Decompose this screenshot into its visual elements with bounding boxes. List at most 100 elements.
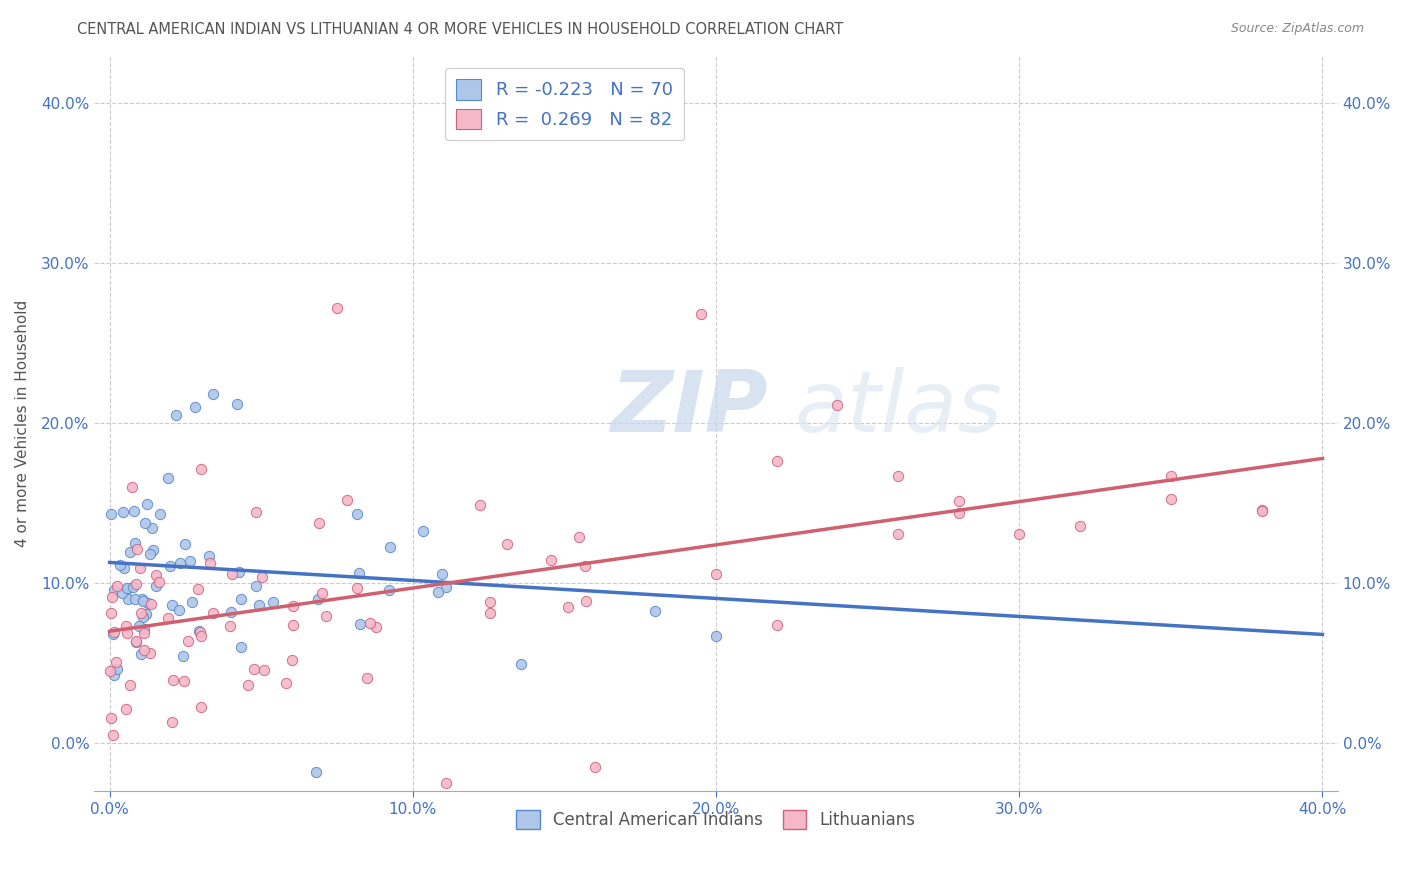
Point	[948, 506, 970, 520]
Point	[190, 629, 212, 643]
Point	[121, 480, 143, 494]
Point	[412, 524, 434, 539]
Point	[364, 620, 387, 634]
Point	[129, 647, 152, 661]
Point	[948, 494, 970, 508]
Point	[190, 699, 212, 714]
Point	[229, 640, 252, 654]
Point	[174, 537, 197, 551]
Point	[274, 675, 297, 690]
Point	[115, 582, 138, 596]
Point	[187, 624, 209, 638]
Point	[202, 606, 225, 620]
Point	[245, 579, 267, 593]
Point	[145, 567, 167, 582]
Point	[136, 596, 159, 610]
Point	[129, 607, 152, 621]
Point	[100, 711, 122, 725]
Point	[132, 642, 155, 657]
Point	[117, 591, 139, 606]
Point	[115, 702, 138, 716]
Point	[141, 521, 163, 535]
Point	[139, 547, 162, 561]
Point	[111, 505, 134, 519]
Point	[557, 599, 579, 614]
Point	[262, 595, 284, 609]
Point	[221, 566, 243, 581]
Point	[103, 627, 125, 641]
Point	[179, 554, 201, 568]
Point	[100, 508, 122, 522]
Point	[103, 624, 125, 639]
Point	[132, 623, 155, 637]
Point	[165, 408, 187, 422]
Point	[281, 618, 304, 632]
Point	[704, 629, 727, 643]
Point	[124, 536, 146, 550]
Point	[124, 591, 146, 606]
Point	[98, 664, 121, 678]
Point	[359, 615, 381, 630]
Text: ZIP: ZIP	[610, 367, 768, 450]
Point	[117, 581, 139, 595]
Point	[434, 776, 457, 790]
Text: atlas: atlas	[794, 367, 1002, 450]
Point	[644, 604, 666, 618]
Point	[129, 560, 152, 574]
Point	[478, 606, 501, 620]
Point	[132, 594, 155, 608]
Point	[122, 580, 145, 594]
Point	[111, 586, 134, 600]
Point	[307, 591, 329, 606]
Point	[157, 611, 180, 625]
Point	[315, 608, 337, 623]
Point	[160, 598, 183, 612]
Point	[378, 541, 401, 555]
Point	[346, 581, 368, 595]
Point	[118, 678, 141, 692]
Point	[131, 610, 153, 624]
Point	[125, 577, 148, 591]
Point	[568, 530, 591, 544]
Point	[326, 301, 349, 315]
Point	[219, 619, 242, 633]
Point	[157, 471, 180, 485]
Point	[583, 760, 606, 774]
Point	[115, 619, 138, 633]
Text: CENTRAL AMERICAN INDIAN VS LITHUANIAN 4 OR MORE VEHICLES IN HOUSEHOLD CORRELATIO: CENTRAL AMERICAN INDIAN VS LITHUANIAN 4 …	[77, 22, 844, 37]
Point	[104, 656, 127, 670]
Point	[134, 516, 156, 530]
Point	[245, 505, 267, 519]
Point	[101, 590, 124, 604]
Point	[509, 657, 531, 672]
Point	[311, 586, 333, 600]
Point	[159, 559, 181, 574]
Point	[243, 662, 266, 676]
Point	[125, 635, 148, 649]
Point	[1160, 468, 1182, 483]
Point	[198, 556, 221, 570]
Point	[336, 493, 359, 508]
Point	[167, 602, 190, 616]
Point	[110, 558, 132, 572]
Point	[107, 662, 129, 676]
Point	[228, 565, 250, 579]
Legend: Central American Indians, Lithuanians: Central American Indians, Lithuanians	[510, 804, 922, 836]
Point	[141, 598, 163, 612]
Point	[132, 626, 155, 640]
Point	[120, 545, 142, 559]
Point	[125, 634, 148, 648]
Point	[187, 582, 209, 596]
Point	[253, 663, 276, 677]
Point	[765, 453, 787, 467]
Point	[434, 580, 457, 594]
Point	[229, 592, 252, 607]
Point	[479, 594, 502, 608]
Point	[356, 671, 378, 685]
Point	[346, 507, 368, 521]
Point	[250, 570, 273, 584]
Point	[690, 307, 713, 321]
Point	[281, 599, 304, 613]
Point	[226, 397, 249, 411]
Point	[347, 566, 370, 580]
